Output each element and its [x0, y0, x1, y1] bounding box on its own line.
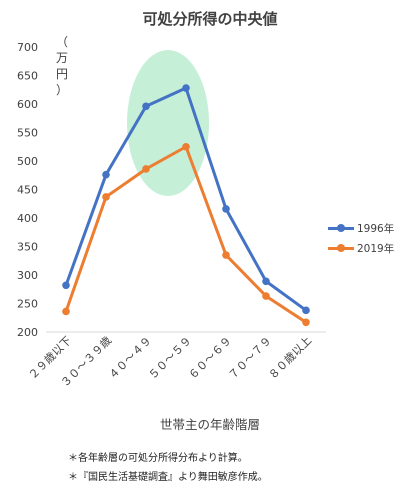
y-axis-unit-char: （ — [55, 35, 68, 49]
legend-item-2: 2019年 — [328, 238, 394, 258]
data-point — [302, 318, 310, 327]
chart-title: 可処分所得の中央値 — [142, 10, 278, 28]
legend-swatch — [328, 243, 354, 253]
y-axis-unit-char: 万 — [55, 51, 68, 65]
y-tick-label: 650 — [17, 70, 38, 83]
footnotes: ＊各年齢層の可処分所得分布より計算。 ＊『国民生活基礎調査』より舞田敏彦作成。 — [68, 449, 268, 487]
x-tick-label: ８０歳以上 — [266, 334, 314, 382]
data-point — [102, 170, 110, 179]
data-point — [62, 281, 70, 290]
data-point — [62, 307, 70, 316]
y-tick-label: 700 — [17, 41, 38, 54]
data-point — [262, 277, 270, 286]
data-point — [142, 102, 150, 111]
legend-swatch — [328, 223, 354, 233]
y-tick-label: 550 — [17, 127, 38, 140]
data-point — [142, 165, 150, 173]
y-tick-label: 200 — [17, 326, 38, 339]
footnote-2: ＊『国民生活基礎調査』より舞田敏彦作成。 — [68, 472, 268, 483]
data-point — [182, 84, 190, 92]
data-point — [262, 292, 270, 300]
y-tick-label: 500 — [17, 155, 38, 168]
y-tick-label: 350 — [17, 241, 38, 254]
y-tick-label: 600 — [17, 98, 38, 111]
data-point — [102, 193, 110, 201]
y-tick-label: 400 — [17, 212, 38, 225]
y-tick-label: 450 — [17, 184, 38, 197]
legend-item-1: 1996年 — [328, 218, 394, 238]
y-axis-unit-char: ） — [55, 83, 68, 97]
data-point — [222, 251, 230, 259]
y-tick-label: 250 — [17, 298, 38, 311]
data-point — [182, 142, 190, 151]
y-tick-label: 300 — [17, 269, 38, 282]
chart-legend: 1996年 2019年 — [328, 218, 394, 258]
y-axis-unit-char: 円 — [55, 67, 68, 81]
data-point — [302, 306, 310, 315]
legend-label: 2019年 — [357, 242, 395, 255]
footnote-1: ＊各年齢層の可処分所得分布より計算。 — [68, 453, 248, 464]
data-point — [222, 205, 230, 213]
x-axis-title: 世帯主の年齢階層 — [159, 417, 260, 432]
legend-label: 1996年 — [357, 222, 395, 235]
y-axis-unit-label: （ 万円 ） — [55, 34, 69, 98]
